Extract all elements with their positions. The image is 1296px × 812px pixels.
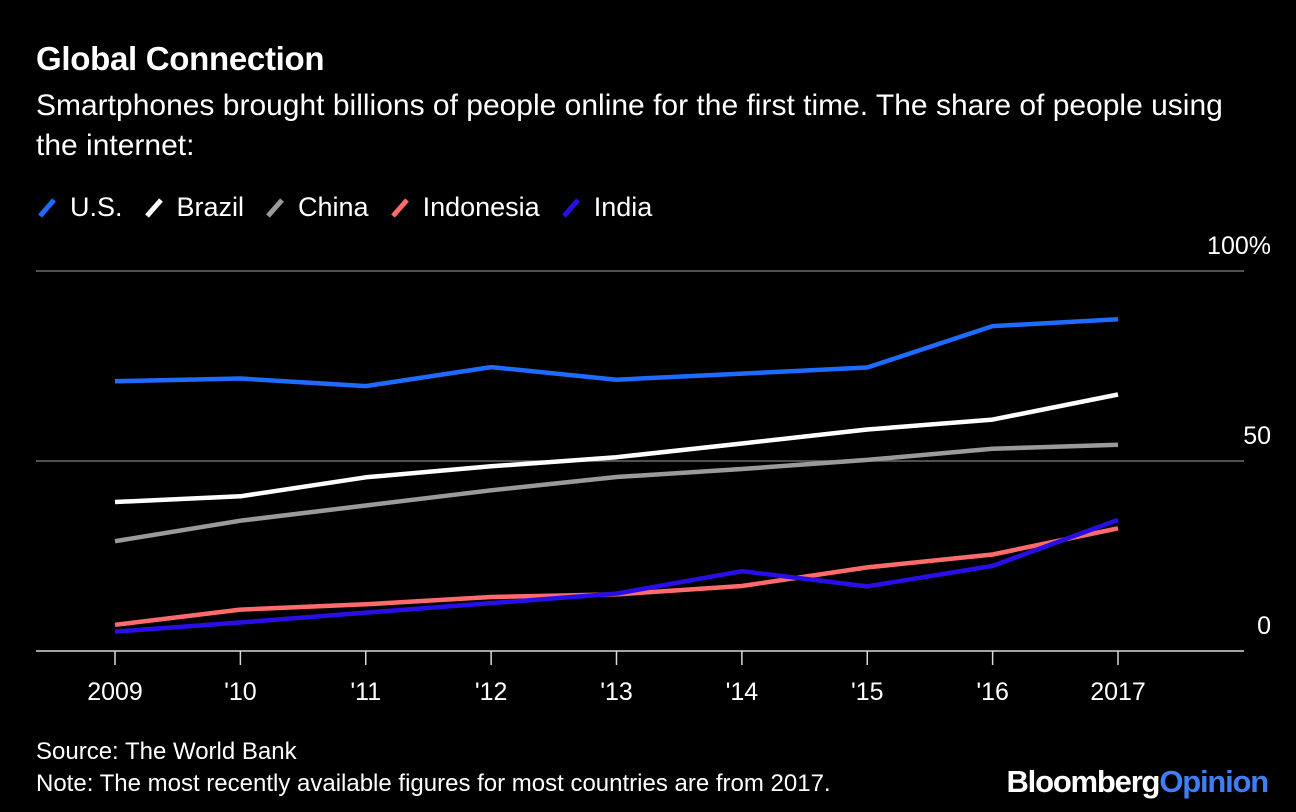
legend-label: Indonesia: [422, 191, 540, 222]
legend-label: Brazil: [176, 191, 245, 222]
x-tick-label: '11: [350, 678, 381, 706]
legend-item: India: [560, 191, 653, 223]
legend-item: U.S.: [36, 192, 123, 223]
chart-subtitle: Smartphones brought billions of people o…: [36, 89, 1223, 162]
legend-swatch: [266, 198, 284, 218]
legend-label: India: [593, 191, 653, 222]
legend-item: Indonesia: [389, 192, 540, 223]
x-tick-label: '16: [976, 678, 1009, 706]
source-note: Source: The World Bank: [36, 738, 297, 765]
brand-logo: BloombergOpinion: [1006, 764, 1269, 800]
legend-label: China: [298, 191, 369, 222]
brand-logo-bloomberg: Bloomberg: [1006, 764, 1160, 799]
x-tick-label: '10: [224, 678, 257, 706]
data-note: Note: The most recently available figure…: [36, 770, 831, 797]
footer: Source: The World Bank Note: The most re…: [36, 736, 831, 800]
legend-swatch-line: [144, 198, 163, 218]
legend-swatch: [561, 198, 580, 218]
x-tick-label: 2017: [1090, 678, 1146, 706]
y-tick-label: 0: [1257, 612, 1271, 640]
series-line-indonesia: [114, 526, 1119, 628]
x-tick-label: '14: [726, 678, 759, 706]
x-tick-label: '12: [475, 678, 508, 706]
legend-item: Brazil: [143, 191, 245, 223]
legend-swatch-line: [561, 198, 580, 218]
series-line-u-s: [114, 317, 1119, 389]
x-tick-label: '15: [851, 678, 884, 706]
series-line-china: [114, 442, 1119, 544]
x-tick-label: 2009: [87, 678, 143, 706]
legend-swatch-line: [390, 198, 409, 218]
legend-label: U.S.: [70, 191, 123, 222]
legend: U.S. Brazil China Indonesia India: [36, 188, 672, 226]
y-tick-label: 100%: [1207, 232, 1271, 260]
chart-title: Global Connection: [36, 40, 325, 77]
legend-swatch-line: [38, 198, 56, 218]
legend-swatch-line: [266, 198, 284, 218]
series-line-india: [114, 517, 1119, 634]
series-line-brazil: [114, 392, 1119, 505]
y-tick-label: 50: [1243, 422, 1271, 450]
legend-swatch: [144, 198, 163, 218]
legend-item: China: [264, 192, 369, 223]
legend-swatch: [38, 198, 56, 218]
legend-swatch: [390, 198, 409, 218]
brand-logo-opinion: Opinion: [1159, 764, 1269, 799]
x-tick-label: '13: [600, 678, 633, 706]
